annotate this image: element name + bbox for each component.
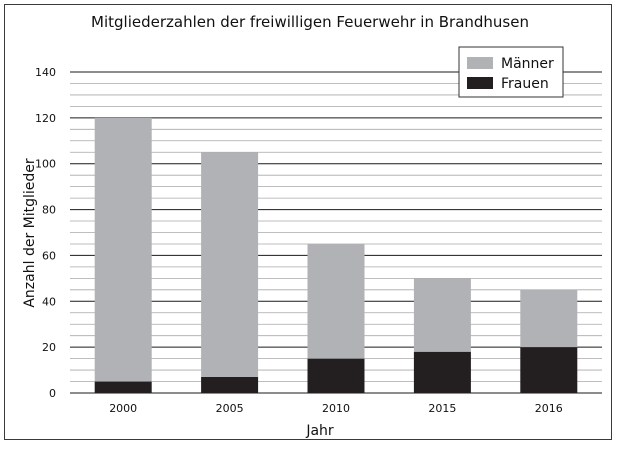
bar-männer-2016 [520,289,578,348]
y-tick-label: 0 [49,387,56,400]
y-tick-label: 20 [42,341,56,354]
bar-männer-2010 [307,243,365,359]
legend-swatch-männer [467,57,493,69]
bar-frauen-2005 [201,376,259,393]
bar-männer-2015 [413,278,471,352]
legend: Männer Frauen [458,46,564,98]
y-tick-label: 140 [35,66,56,79]
y-tick-label: 100 [35,158,56,171]
x-tick-labels: 2000 2005 2010 2015 2016 [109,402,563,415]
bar-frauen-2016 [520,347,578,393]
legend-swatch-frauen [467,77,493,89]
chart-title: Mitgliederzahlen der freiwilligen Feuerw… [91,13,529,31]
x-tick-label: 2016 [535,402,563,415]
bars [94,117,578,393]
y-tick-label: 120 [35,112,56,125]
bar-männer-2005 [201,152,259,377]
bar-männer-2000 [94,117,152,382]
y-tick-labels: 0 20 40 60 80 100 120 140 [35,66,56,400]
legend-label-frauen: Frauen [501,76,549,92]
y-tick-label: 80 [42,204,56,217]
legend-label-männer: Männer [501,56,554,72]
bar-frauen-2010 [307,358,365,393]
x-tick-label: 2015 [428,402,456,415]
bar-frauen-2000 [94,381,152,393]
y-axis-title: Anzahl der Mitglieder [22,158,38,308]
x-axis-title: Jahr [305,423,334,439]
x-tick-label: 2010 [322,402,350,415]
bar-frauen-2015 [413,351,471,393]
x-tick-label: 2005 [216,402,244,415]
x-tick-label: 2000 [109,402,137,415]
y-tick-label: 40 [42,295,56,308]
y-tick-label: 60 [42,249,56,262]
